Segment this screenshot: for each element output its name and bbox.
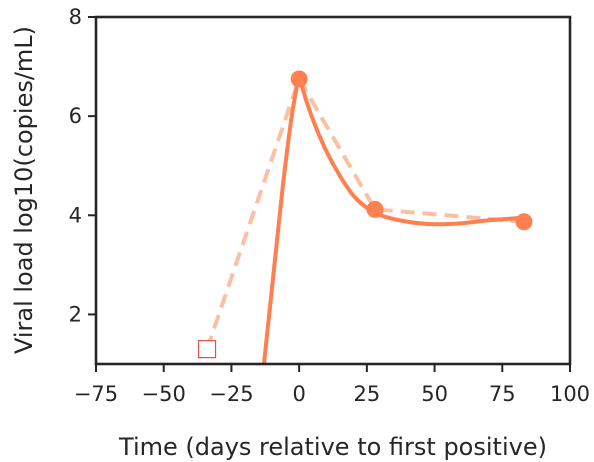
- observed-point-2: [366, 200, 384, 218]
- x-tick-label: 50: [421, 382, 448, 406]
- x-tick-label: −50: [142, 382, 186, 406]
- observed-point-1: [290, 70, 308, 88]
- x-tick-label: 0: [292, 382, 305, 406]
- x-tick-label: −25: [209, 382, 253, 406]
- x-tick-label: −75: [74, 382, 118, 406]
- axes-frame: [94, 15, 572, 366]
- x-tick-label: 75: [489, 382, 516, 406]
- plot-content: [197, 70, 533, 364]
- y-axis-label: Viral load log10(copies/mL): [10, 26, 38, 354]
- model-fit-curve: [261, 76, 526, 364]
- y-tick-label: 6: [69, 104, 82, 128]
- dashed-series-line: [205, 76, 525, 350]
- y-tick-label: 2: [69, 302, 82, 326]
- x-tick-label: 100: [550, 382, 590, 406]
- axes: [88, 15, 572, 372]
- y-tick-label: 8: [69, 5, 82, 29]
- x-axis-label: Time (days relative to first positive): [118, 433, 547, 461]
- plot-area: [197, 70, 533, 364]
- observed-point-3: [515, 213, 533, 231]
- censored-point-marker: [197, 340, 217, 359]
- x-tick-label: 25: [353, 382, 380, 406]
- tick-labels: −75 −50 −25 0 25 50 75 100 2 4 6 8: [69, 5, 590, 406]
- y-tick-label: 4: [69, 203, 82, 227]
